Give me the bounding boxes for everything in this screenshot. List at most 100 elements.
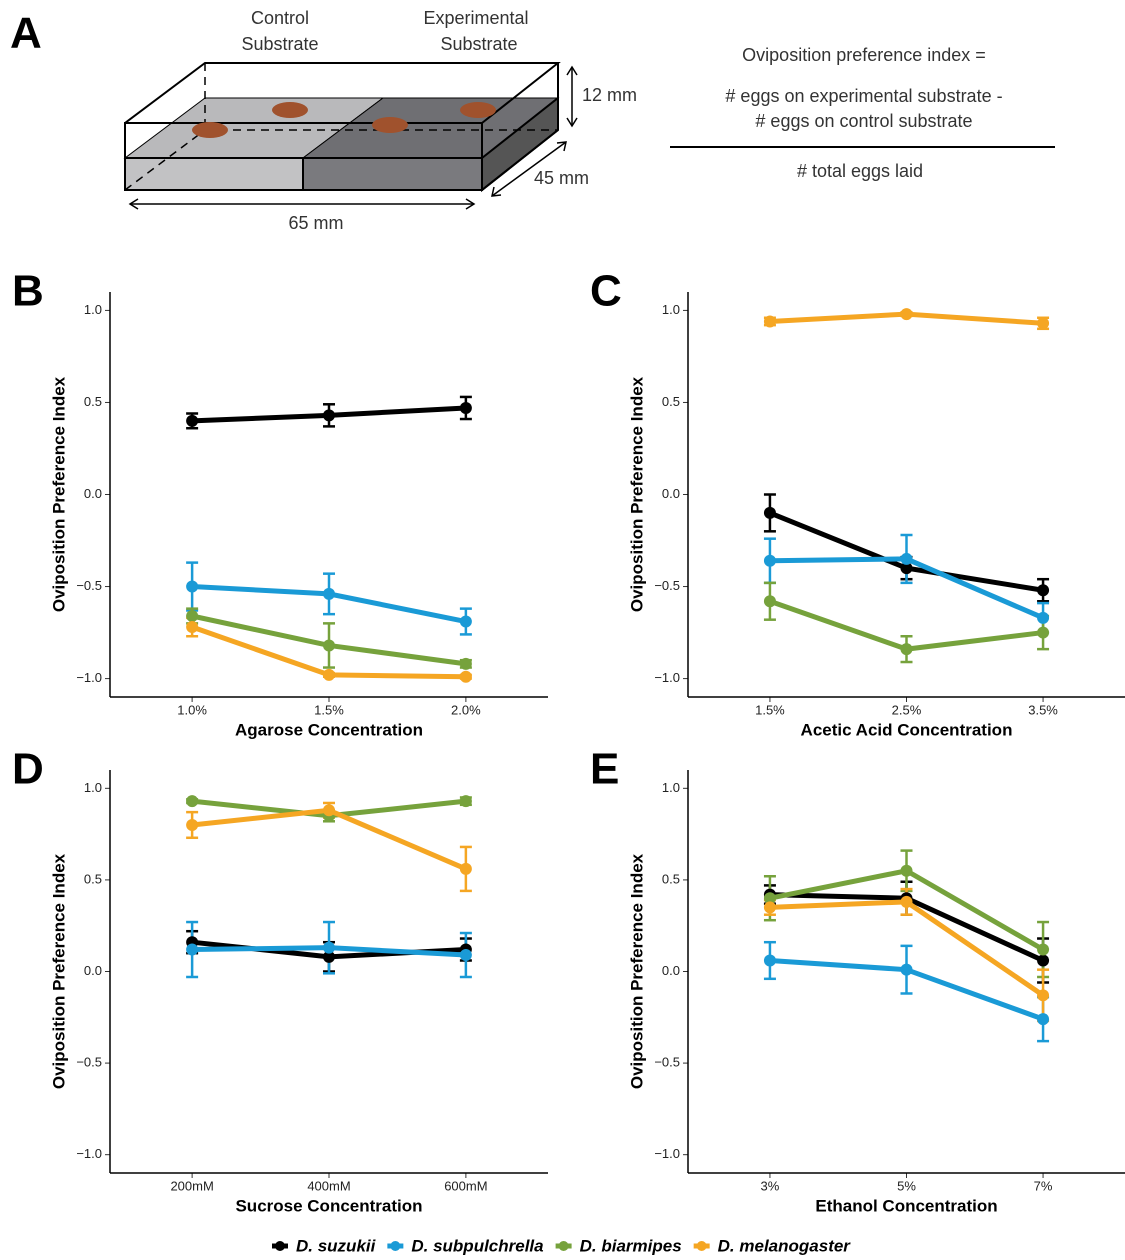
x-tick-label: 200mM bbox=[170, 1178, 213, 1193]
y-tick-label: 0.5 bbox=[84, 871, 102, 886]
legend-key bbox=[390, 1241, 401, 1251]
point bbox=[900, 963, 913, 976]
point bbox=[323, 409, 335, 422]
point bbox=[900, 643, 913, 656]
panel-letter: E bbox=[590, 745, 619, 794]
point bbox=[1037, 1013, 1050, 1026]
y-axis-title: Oviposition Preference Index bbox=[49, 376, 68, 612]
point bbox=[763, 892, 776, 905]
point bbox=[186, 414, 199, 427]
legend-key bbox=[696, 1241, 707, 1251]
y-tick-label: 0.5 bbox=[84, 394, 102, 409]
x-tick-label: 1.5% bbox=[314, 702, 344, 717]
y-axis-title: Oviposition Preference Index bbox=[627, 376, 646, 612]
x-tick-label: 3.5% bbox=[1028, 702, 1058, 717]
formula: # total eggs laid bbox=[797, 161, 923, 181]
point bbox=[323, 639, 335, 652]
point bbox=[1037, 317, 1050, 330]
point bbox=[459, 795, 472, 808]
y-tick-label: −0.5 bbox=[654, 578, 680, 593]
point bbox=[900, 864, 913, 877]
legend-label: D. suzukii bbox=[296, 1236, 377, 1255]
y-axis-title: Oviposition Preference Index bbox=[627, 853, 646, 1089]
x-tick-label: 3% bbox=[761, 1178, 780, 1193]
point bbox=[186, 943, 199, 956]
dimension: 12 mm bbox=[582, 85, 637, 105]
x-tick-label: 7% bbox=[1034, 1178, 1053, 1193]
label: Experimental bbox=[423, 8, 528, 28]
y-tick-label: 1.0 bbox=[84, 780, 102, 795]
formula: # eggs on control substrate bbox=[755, 111, 972, 131]
point bbox=[459, 657, 472, 670]
point bbox=[186, 610, 199, 622]
x-tick-label: 2.0% bbox=[451, 702, 481, 717]
panel-letter: A bbox=[10, 9, 42, 58]
x-axis-title: Acetic Acid Concentration bbox=[801, 720, 1013, 739]
point bbox=[1037, 626, 1050, 639]
formula: Oviposition preference index = bbox=[742, 45, 986, 65]
y-tick-label: 1.0 bbox=[662, 302, 680, 317]
y-tick-label: −1.0 bbox=[654, 670, 680, 685]
point bbox=[323, 941, 335, 954]
y-tick-label: −0.5 bbox=[76, 1055, 102, 1070]
x-tick-label: 2.5% bbox=[892, 702, 922, 717]
point bbox=[1037, 584, 1050, 597]
point bbox=[323, 804, 335, 817]
panel-letter: D bbox=[12, 745, 44, 794]
point bbox=[900, 552, 913, 565]
y-tick-label: 0.0 bbox=[662, 486, 680, 501]
point bbox=[323, 587, 335, 600]
x-axis-title: Agarose Concentration bbox=[235, 720, 423, 739]
y-tick-label: 1.0 bbox=[662, 780, 680, 795]
point bbox=[763, 954, 776, 967]
point bbox=[186, 795, 199, 808]
legend-key bbox=[558, 1241, 569, 1251]
legend-key bbox=[275, 1241, 285, 1251]
point bbox=[459, 401, 472, 414]
y-tick-label: −0.5 bbox=[654, 1055, 680, 1070]
y-tick-label: 1.0 bbox=[84, 302, 102, 317]
y-axis-title: Oviposition Preference Index bbox=[49, 853, 68, 1089]
point bbox=[459, 949, 472, 962]
y-tick-label: −1.0 bbox=[76, 1146, 102, 1161]
point bbox=[323, 950, 335, 963]
y-tick-label: 0.0 bbox=[84, 963, 102, 978]
label: Substrate bbox=[241, 34, 318, 54]
x-tick-label: 400mM bbox=[307, 1178, 350, 1193]
point bbox=[900, 308, 913, 321]
panel-letter: C bbox=[590, 267, 622, 316]
point bbox=[1037, 954, 1050, 967]
point bbox=[186, 621, 199, 634]
y-tick-label: 0.5 bbox=[662, 871, 680, 886]
point bbox=[900, 562, 913, 575]
y-tick-label: 0.0 bbox=[662, 963, 680, 978]
y-tick-label: −0.5 bbox=[76, 578, 102, 593]
point bbox=[1037, 611, 1050, 624]
y-tick-label: −1.0 bbox=[654, 1146, 680, 1161]
point bbox=[763, 595, 776, 608]
substrate-box bbox=[123, 62, 578, 210]
x-axis-title: Sucrose Concentration bbox=[235, 1196, 422, 1215]
y-tick-label: 0.0 bbox=[84, 486, 102, 501]
point bbox=[459, 615, 472, 628]
label: Substrate bbox=[440, 34, 517, 54]
point bbox=[763, 315, 776, 328]
dimension: 65 mm bbox=[288, 213, 343, 233]
point bbox=[459, 670, 472, 683]
y-tick-label: 0.5 bbox=[662, 394, 680, 409]
point bbox=[1037, 943, 1050, 956]
legend: D. suzukii D. subpulchrella D. biarmipes D.… bbox=[272, 1236, 851, 1255]
legend-label: D. subpulchrella bbox=[411, 1236, 543, 1255]
legend-label: D. biarmipes bbox=[580, 1236, 682, 1255]
point bbox=[1037, 989, 1050, 1002]
label: Control bbox=[251, 8, 309, 28]
x-tick-label: 600mM bbox=[444, 1178, 487, 1193]
y-tick-label: −1.0 bbox=[76, 670, 102, 685]
x-axis-title: Ethanol Concentration bbox=[815, 1196, 997, 1215]
x-tick-label: 1.0% bbox=[177, 702, 207, 717]
x-tick-label: 5% bbox=[897, 1178, 916, 1193]
point bbox=[900, 895, 913, 908]
point bbox=[186, 818, 199, 831]
point bbox=[763, 506, 776, 519]
